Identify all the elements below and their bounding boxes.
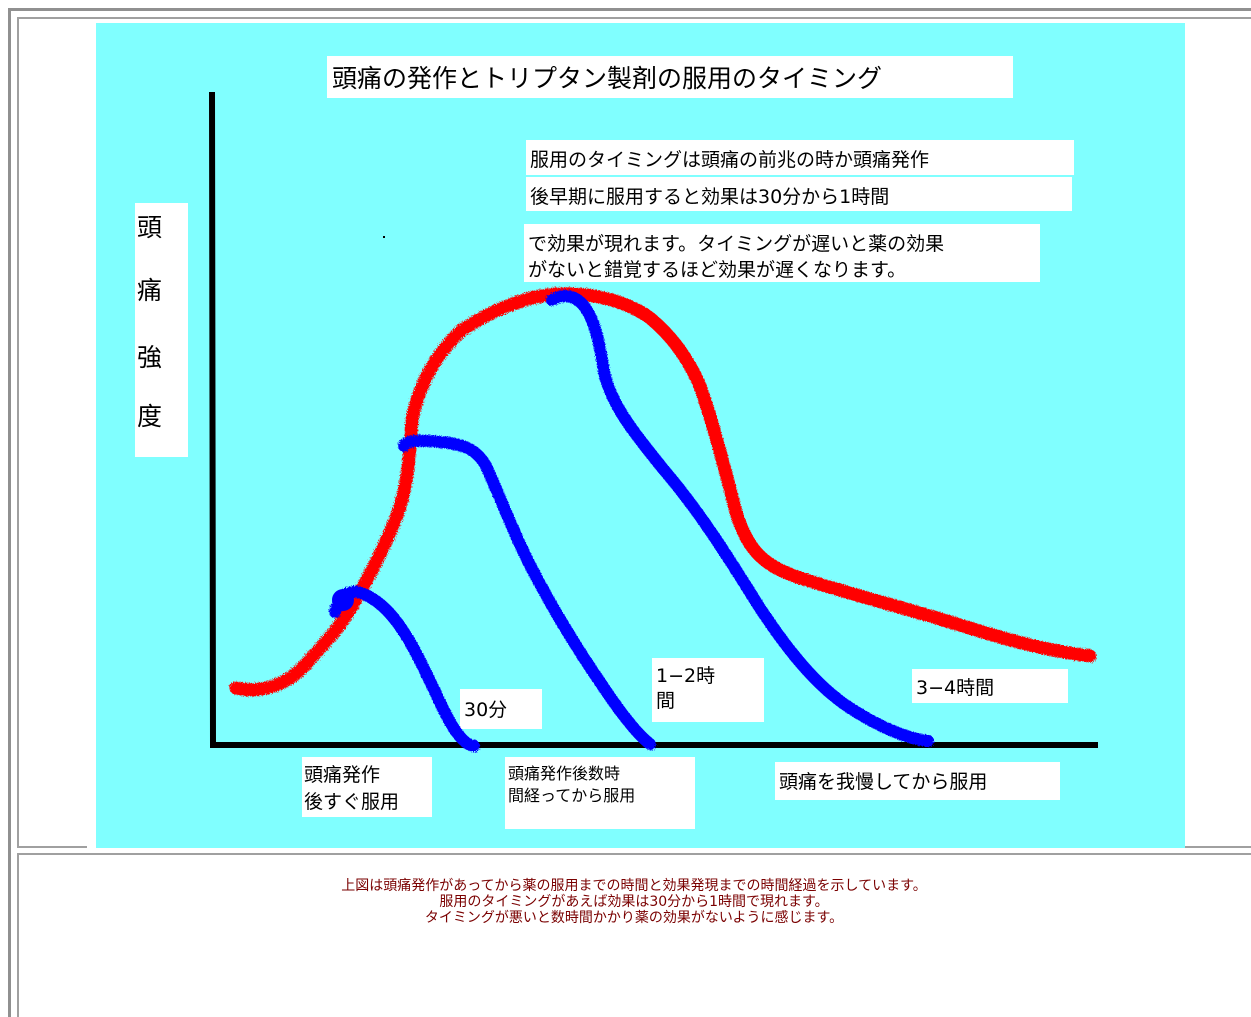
timing-label-early-1: 頭痛発作 — [304, 764, 380, 786]
timing-box-early — [302, 757, 432, 817]
late-dose-curve — [546, 290, 934, 747]
duration-label-late: 3−4時間 — [916, 677, 994, 699]
caption-line-1: 上図は頭痛発作があってから薬の服用までの時間と効果発現までの時間経過を示していま… — [341, 878, 927, 894]
duration-box-early — [460, 689, 542, 729]
duration-label-middle-2: 間 — [656, 690, 675, 712]
title-box — [327, 56, 1013, 98]
caption: 上図は頭痛発作があってから薬の服用までの時間と効果発現までの時間経過を示していま… — [17, 878, 1251, 926]
diagram-svg: 頭痛の発作とトリプタン製剤の服用のタイミング 頭 痛 強 度 服用のタイミングは… — [87, 23, 1185, 848]
early-dose-marker — [332, 589, 354, 611]
note-box-3 — [524, 224, 1040, 282]
duration-label-early: 30分 — [464, 699, 507, 721]
caption-line-3: タイミングが悪いと数時間かかり薬の効果がないように感じます。 — [424, 910, 844, 926]
y-label-box — [135, 203, 188, 457]
timing-label-middle-1: 頭痛発作後数時 — [508, 764, 620, 783]
diagram-title: 頭痛の発作とトリプタン製剤の服用のタイミング — [332, 64, 882, 93]
timing-box-middle — [505, 757, 695, 829]
y-axis-label-char-2: 痛 — [137, 276, 162, 305]
note-line-3: で効果が現れます。タイミングが遅いと薬の効果 — [528, 233, 944, 255]
duration-label-middle-1: 1−2時 — [656, 665, 715, 687]
timing-box-late — [775, 762, 1060, 800]
axes — [209, 91, 1098, 748]
y-axis-label-char-4: 度 — [137, 402, 162, 431]
timing-label-early-2: 後すぐ服用 — [304, 791, 399, 813]
timing-label-middle-2: 間経ってから服用 — [508, 786, 635, 805]
note-line-2: 後早期に服用すると効果は30分から1時間 — [530, 186, 889, 208]
background-left-strip — [87, 23, 96, 848]
caption-cell — [17, 853, 1251, 1017]
headache-intensity-curve — [229, 287, 1097, 697]
stray-dot — [383, 236, 385, 238]
outer-table-border — [8, 8, 1251, 1017]
note-box-2 — [526, 177, 1072, 211]
duration-box-middle — [652, 658, 764, 722]
early-dose-curve — [329, 585, 480, 752]
y-axis-label-char-1: 頭 — [137, 213, 162, 242]
caption-line-2: 服用のタイミングがあえば効果は30分から1時間で現れます。 — [439, 894, 829, 910]
duration-box-late — [912, 669, 1068, 703]
note-line-4: がないと錯覚するほど効果が遅くなります。 — [528, 259, 906, 281]
note-box-1 — [526, 140, 1074, 175]
note-line-1: 服用のタイミングは頭痛の前兆の時か頭痛発作 — [530, 149, 929, 171]
middle-dose-curve — [398, 434, 656, 750]
timing-label-late: 頭痛を我慢してから服用 — [779, 771, 987, 793]
y-axis-label-char-3: 強 — [137, 343, 162, 372]
